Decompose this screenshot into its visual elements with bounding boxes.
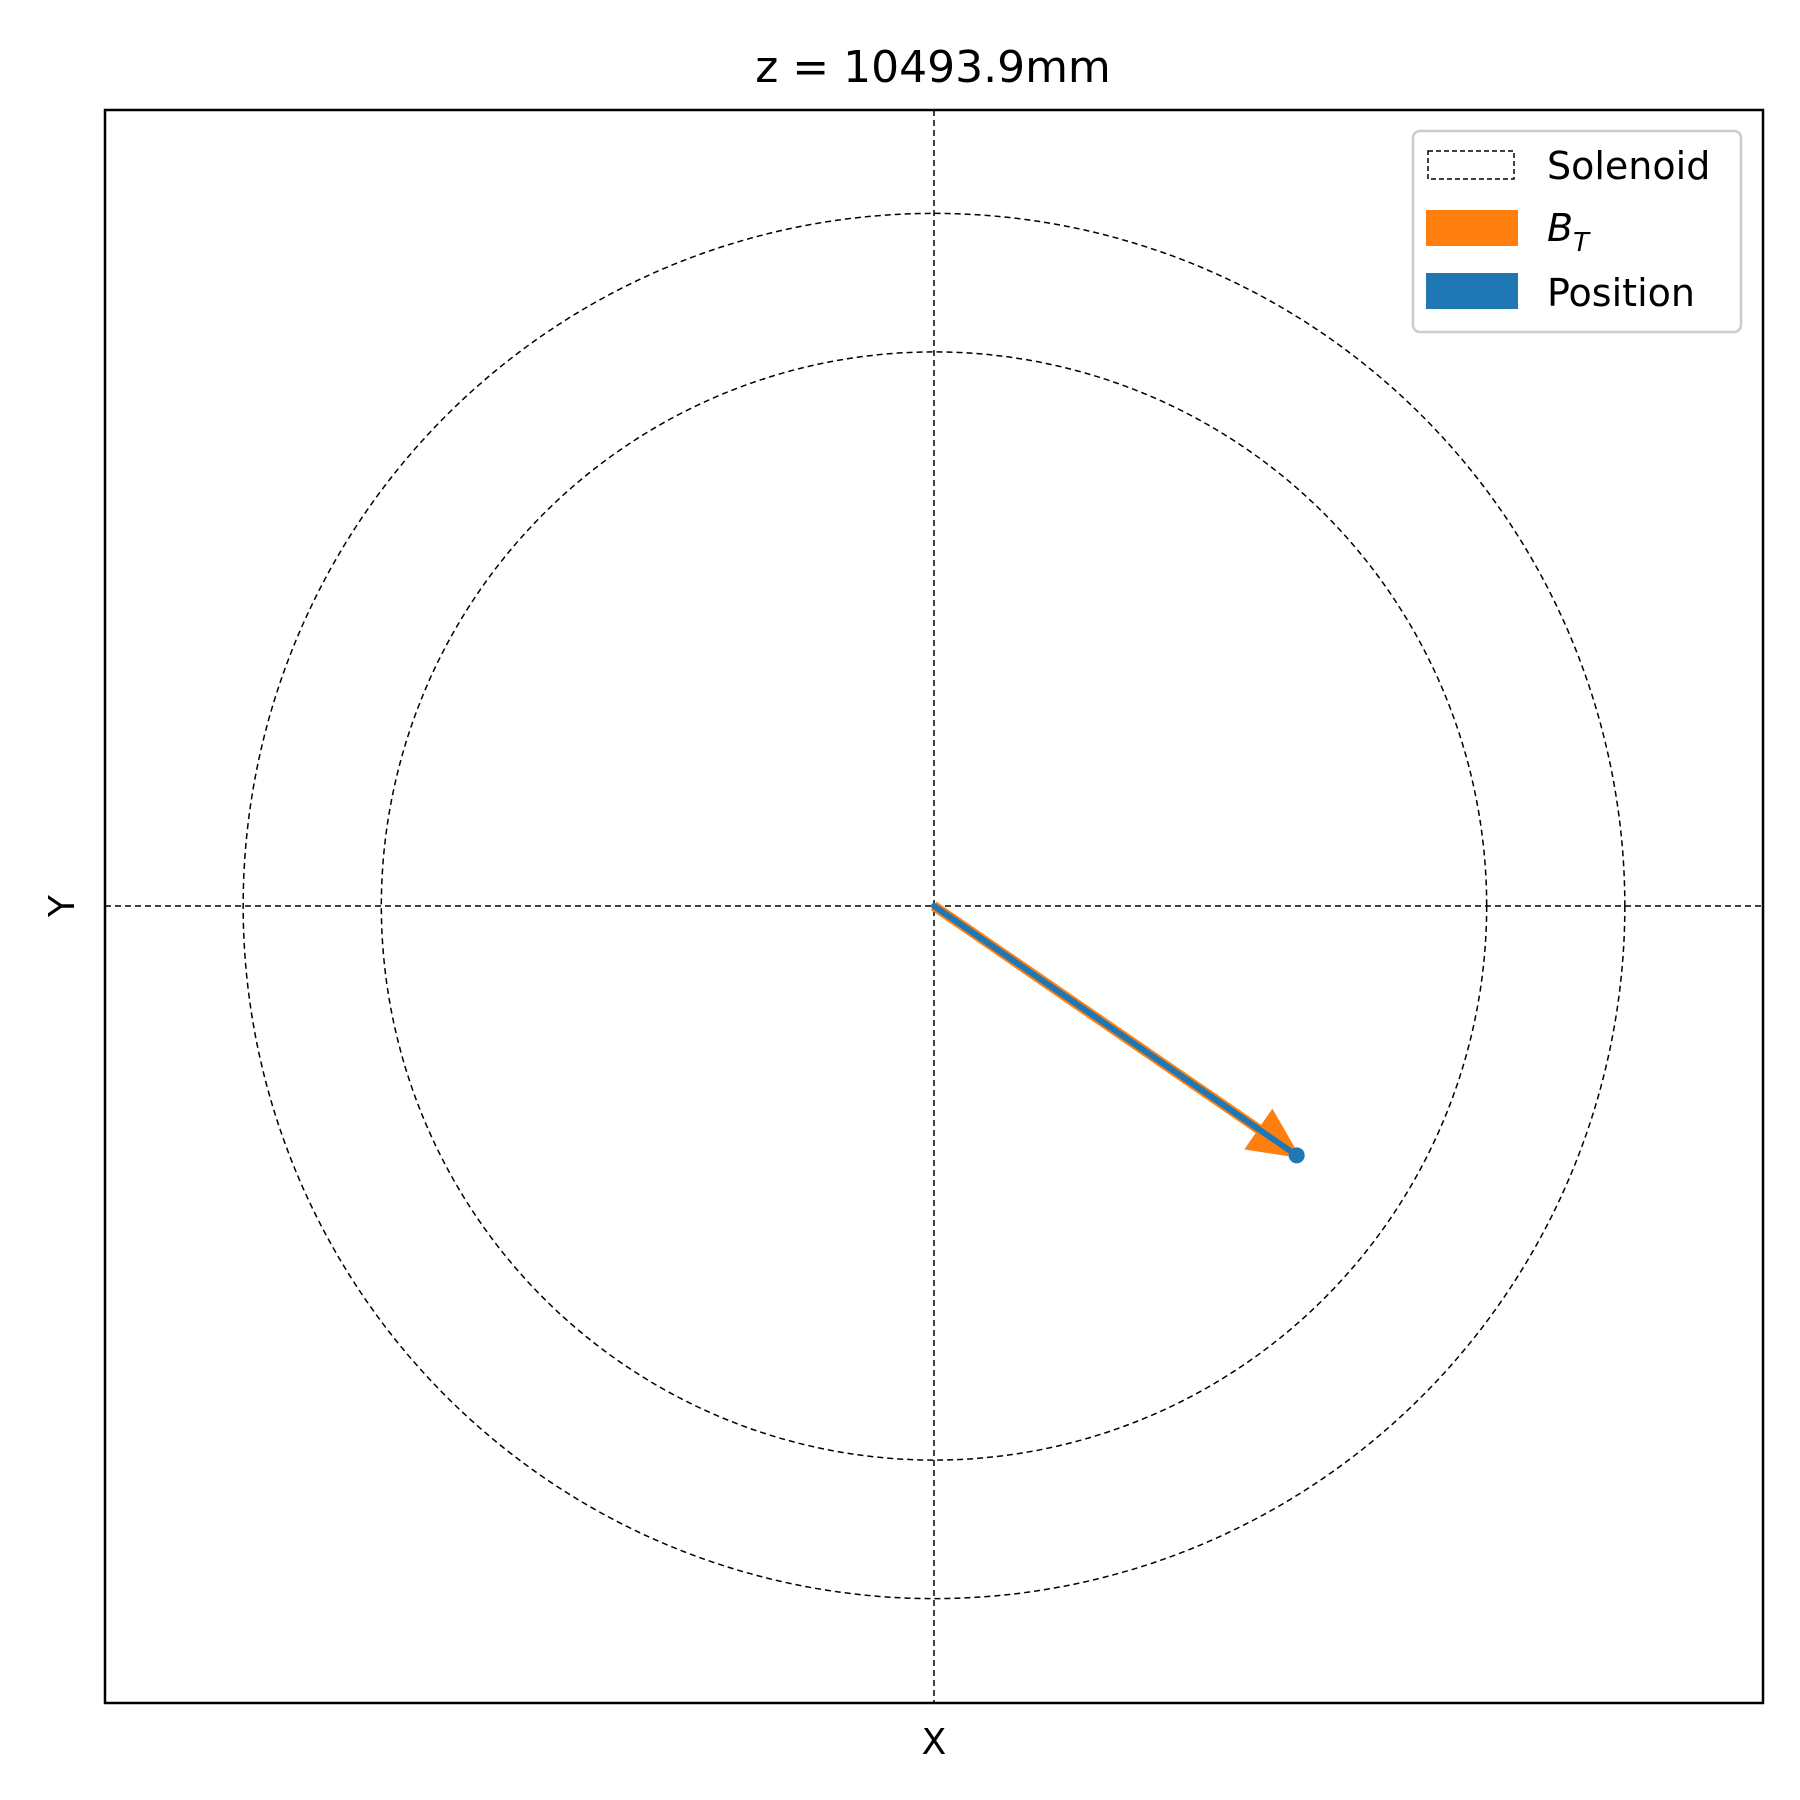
legend-label-solenoid: Solenoid [1547, 144, 1710, 188]
solenoid-circle-2 [242, 212, 1626, 1600]
legend-label-bt: BT [1547, 206, 1591, 258]
position-vector-line [931, 903, 1300, 1159]
legend-swatch-bt [1426, 210, 1518, 246]
y-axis-label: Y [42, 894, 83, 918]
legend-label-bt-sub: T [1573, 228, 1591, 258]
legend: Solenoid BT Position [1411, 129, 1743, 334]
plot-area [105, 110, 1763, 1703]
solenoid-circle-1 [380, 351, 1488, 1461]
position-vector-marker [1288, 1147, 1305, 1164]
legend-swatch-solenoid [1427, 150, 1515, 180]
legend-label-bt-main: B [1547, 206, 1573, 250]
legend-label-position: Position [1547, 271, 1695, 315]
axes-frame [103, 108, 1765, 1705]
chart-title: z = 10493.9mm [755, 42, 1111, 93]
x-axis-label: X [922, 1722, 947, 1763]
legend-swatch-position [1426, 273, 1518, 309]
